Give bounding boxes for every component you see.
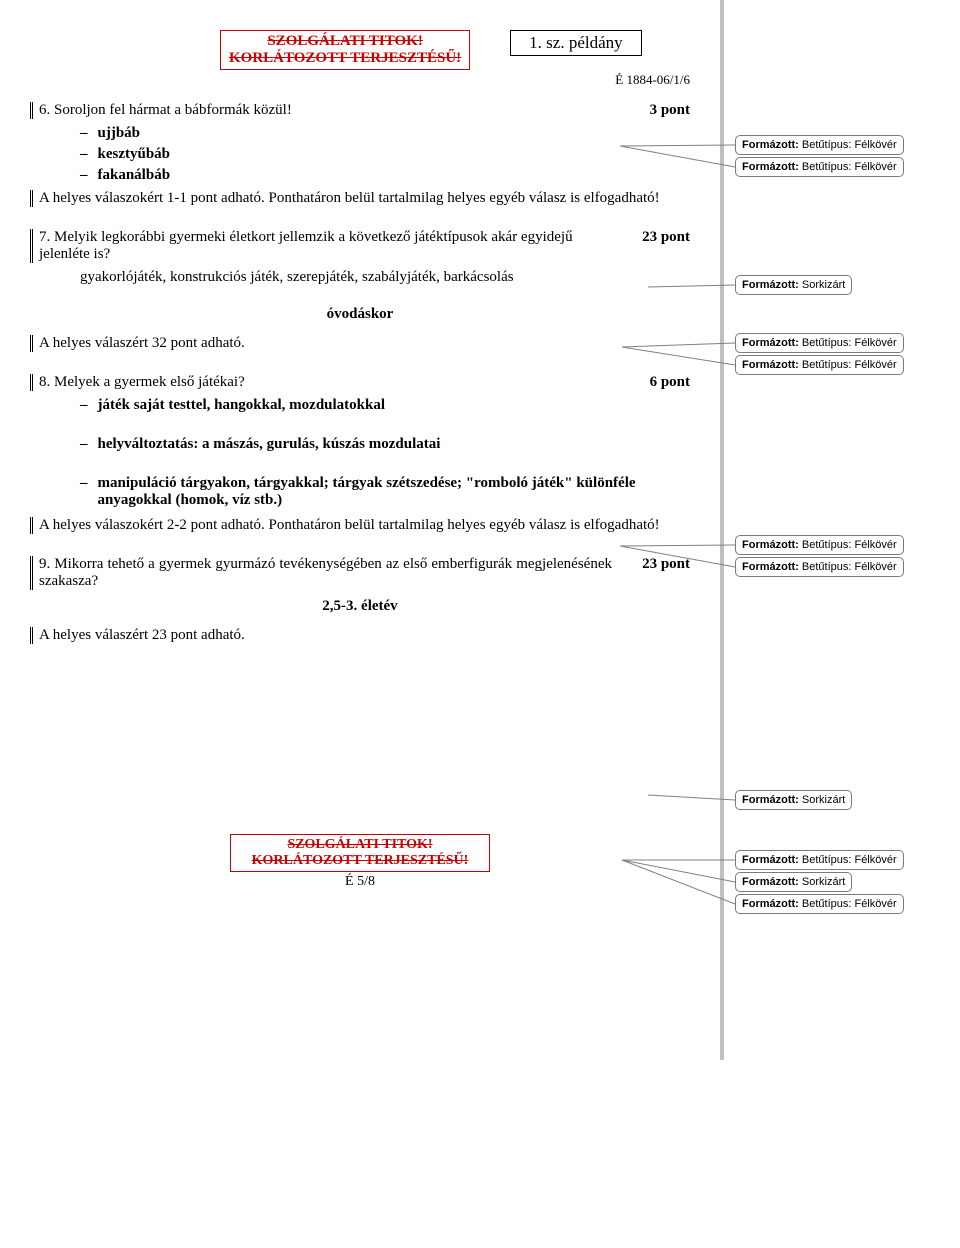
q8-points: 6 pont bbox=[620, 374, 690, 391]
q9-body: . Mikorra tehető a gyermek gyurmázó tevé… bbox=[39, 556, 612, 589]
q6-note: A helyes válaszokért 1-1 pont adható. Po… bbox=[30, 190, 690, 207]
q6-number: 6 bbox=[39, 102, 47, 118]
header-copy-box: 1. sz. példány bbox=[510, 30, 641, 56]
comment-balloon: Formázott: Betűtípus: Félkövér bbox=[735, 535, 904, 555]
question-8-row: 8. Melyek a gyermek első játékai? 6 pont bbox=[30, 374, 690, 391]
q9-note: A helyes válaszért 23 pont adható. bbox=[30, 627, 690, 644]
q8-item-2: helyváltoztatás: a mászás, gurulás, kúsz… bbox=[80, 436, 690, 453]
question-9-text: 9. Mikorra tehető a gyermek gyurmázó tev… bbox=[39, 556, 620, 590]
page-number: É 5/8 bbox=[0, 874, 720, 890]
q6-body: . Soroljon fel hármat a bábformák közül! bbox=[47, 102, 292, 118]
question-9-row: 9. Mikorra tehető a gyermek gyurmázó tev… bbox=[30, 556, 690, 590]
q8-number: 8 bbox=[39, 374, 47, 390]
comment-balloon: Formázott: Betűtípus: Félkövér bbox=[735, 557, 904, 577]
doc-id: É 1884-06/1/6 bbox=[510, 72, 690, 88]
q6-item-3: fakanálbáb bbox=[80, 167, 690, 184]
q6-item-2: kesztyűbáb bbox=[80, 146, 690, 163]
q6-item-1: ujjbáb bbox=[80, 125, 690, 142]
q8-item-3: manipuláció tárgyakon, tárgyakkal; tárgy… bbox=[80, 475, 690, 509]
comment-balloon: Formázott: Betűtípus: Félkövér bbox=[735, 894, 904, 914]
q9-points: 23 pont bbox=[620, 556, 690, 573]
q7-answer: óvodáskor bbox=[30, 306, 690, 323]
comment-balloon: Formázott: Betűtípus: Félkövér bbox=[735, 157, 904, 177]
question-6-text: 6. Soroljon fel hármat a bábformák közül… bbox=[39, 102, 620, 119]
question-7-row: 7. Melyik legkorábbi gyermeki életkort j… bbox=[30, 229, 690, 263]
q6-points: 3 pont bbox=[620, 102, 690, 119]
q8-body: . Melyek a gyermek első játékai? bbox=[47, 374, 245, 390]
comment-balloon: Formázott: Sorkizárt bbox=[735, 275, 852, 295]
footer-red-line2: KORLÁTOZOTT TERJESZTÉSŰ! bbox=[239, 853, 481, 869]
question-6-row: 6. Soroljon fel hármat a bábformák közül… bbox=[30, 102, 690, 119]
footer-red-stamp: SZOLGÁLATI TITOK! KORLÁTOZOTT TERJESZTÉS… bbox=[230, 834, 490, 872]
q6-answers: ujjbáb kesztyűbáb fakanálbáb bbox=[80, 125, 690, 184]
q7-number: 7 bbox=[39, 229, 47, 245]
page-footer: SZOLGÁLATI TITOK! KORLÁTOZOTT TERJESZTÉS… bbox=[0, 834, 720, 890]
footer-red-line1: SZOLGÁLATI TITOK! bbox=[239, 837, 481, 853]
question-8-text: 8. Melyek a gyermek első játékai? bbox=[39, 374, 620, 391]
q9-answer: 2,5-3. életév bbox=[30, 598, 690, 615]
q8-answers: játék saját testtel, hangokkal, mozdulat… bbox=[80, 397, 690, 509]
q7-subtext: gyakorlójáték, konstrukciós játék, szere… bbox=[80, 269, 690, 286]
header-red-line2: KORLÁTOZOTT TERJESZTÉSŰ! bbox=[229, 50, 461, 67]
q7-points: 23 pont bbox=[620, 229, 690, 246]
comment-balloon: Formázott: Betűtípus: Félkövér bbox=[735, 355, 904, 375]
q8-item-1: játék saját testtel, hangokkal, mozdulat… bbox=[80, 397, 690, 414]
header-red-line1: SZOLGÁLATI TITOK! bbox=[229, 33, 461, 50]
comment-balloon: Formázott: Sorkizárt bbox=[735, 790, 852, 810]
page-header: SZOLGÁLATI TITOK! KORLÁTOZOTT TERJESZTÉS… bbox=[220, 30, 690, 70]
document-page: SZOLGÁLATI TITOK! KORLÁTOZOTT TERJESZTÉS… bbox=[0, 0, 720, 674]
q9-number: 9 bbox=[39, 556, 47, 572]
margin-gutter bbox=[720, 0, 724, 1060]
q7-note: A helyes válaszért 32 pont adható. bbox=[30, 335, 690, 352]
comment-balloon: Formázott: Sorkizárt bbox=[735, 872, 852, 892]
header-red-stamp: SZOLGÁLATI TITOK! KORLÁTOZOTT TERJESZTÉS… bbox=[220, 30, 470, 70]
q7-body: . Melyik legkorábbi gyermeki életkort je… bbox=[39, 229, 573, 262]
comment-balloon: Formázott: Betűtípus: Félkövér bbox=[735, 333, 904, 353]
q8-note: A helyes válaszokért 2-2 pont adható. Po… bbox=[30, 517, 690, 534]
comment-balloon: Formázott: Betűtípus: Félkövér bbox=[735, 850, 904, 870]
question-7-text: 7. Melyik legkorábbi gyermeki életkort j… bbox=[39, 229, 620, 263]
comment-balloon: Formázott: Betűtípus: Félkövér bbox=[735, 135, 904, 155]
